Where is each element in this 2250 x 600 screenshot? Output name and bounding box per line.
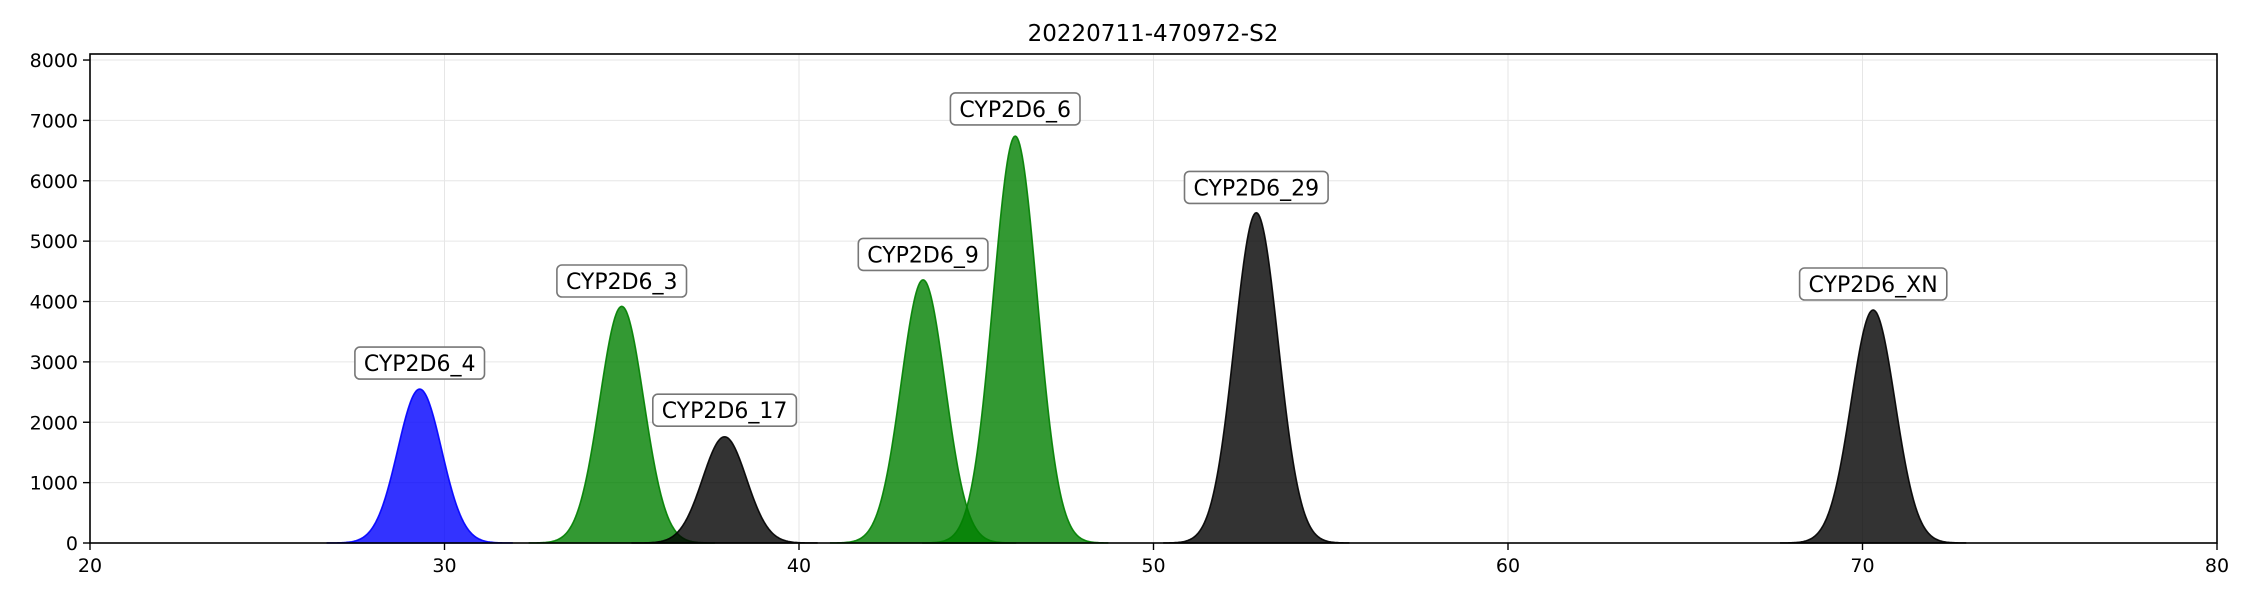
peak-label-cyp2d6-6: CYP2D6_6 <box>949 92 1081 126</box>
peak-label-box <box>857 237 989 272</box>
peak-label-box <box>354 346 486 380</box>
peak-label-cyp2d6-3: CYP2D6_3 <box>556 264 688 298</box>
y-tick-label: 4000 <box>30 292 78 314</box>
y-tick-label: 6000 <box>30 171 78 193</box>
peak-label-cyp2d6-9: CYP2D6_9 <box>857 237 989 272</box>
y-tick-label: 8000 <box>30 50 78 72</box>
x-tick-label: 20 <box>78 555 102 577</box>
peaks <box>326 135 1967 544</box>
axes: 20 30 40 50 60 70 80 0 1000 2000 3000 4000 5000 6000 7… <box>30 50 2229 577</box>
peak-cyp2d6-xn <box>1780 309 1967 544</box>
chart-title: 20220711-470972-S2 <box>1028 21 1279 47</box>
peak-cyp2d6-6 <box>922 135 1109 544</box>
x-tick-label: 40 <box>787 555 811 577</box>
peak-label-cyp2d6-xn: CYP2D6_XN <box>1798 267 1948 301</box>
y-tick-label: 5000 <box>30 231 78 253</box>
peak-label-cyp2d6-29: CYP2D6_29 <box>1183 170 1329 205</box>
peak-cyp2d6-17 <box>631 435 818 544</box>
peak-label-cyp2d6-17: CYP2D6_17 <box>651 393 798 428</box>
peak-label-text: CYP2D6_9 <box>867 243 979 268</box>
y-tick-label: 1000 <box>30 473 78 495</box>
y-tick-label: 0 <box>66 533 78 555</box>
peak-label-text: CYP2D6_3 <box>566 270 678 295</box>
peak-label-text: CYP2D6_29 <box>1194 176 1320 201</box>
x-tick-label: 70 <box>1850 555 1874 577</box>
x-tick-label: 50 <box>1141 555 1165 577</box>
peak-label-box <box>1798 267 1948 301</box>
peak-cyp2d6-29 <box>1163 211 1350 544</box>
y-tick-label: 3000 <box>30 352 78 374</box>
peak-label-box <box>949 92 1081 126</box>
x-tick-label: 80 <box>2205 555 2229 577</box>
peak-cyp2d6-4 <box>326 388 513 544</box>
peak-label-box <box>1183 170 1329 205</box>
peak-label-text: CYP2D6_XN <box>1809 273 1938 298</box>
peak-labels: CYP2D6_4 CYP2D6_3 CYP2D6_17 CYP2D6_9 CYP2D6_… <box>354 92 1948 428</box>
y-tick-label: 7000 <box>30 110 78 132</box>
x-tick-label: 60 <box>1496 555 1520 577</box>
x-tick-label: 30 <box>432 555 456 577</box>
peak-label-text: CYP2D6_6 <box>959 98 1071 123</box>
y-tick-label: 2000 <box>30 412 78 434</box>
peak-label-box <box>651 393 798 428</box>
peak-label-cyp2d6-4: CYP2D6_4 <box>354 346 486 380</box>
peak-label-text: CYP2D6_17 <box>662 399 788 424</box>
peak-label-text: CYP2D6_4 <box>364 352 476 377</box>
peak-label-box <box>556 264 688 298</box>
